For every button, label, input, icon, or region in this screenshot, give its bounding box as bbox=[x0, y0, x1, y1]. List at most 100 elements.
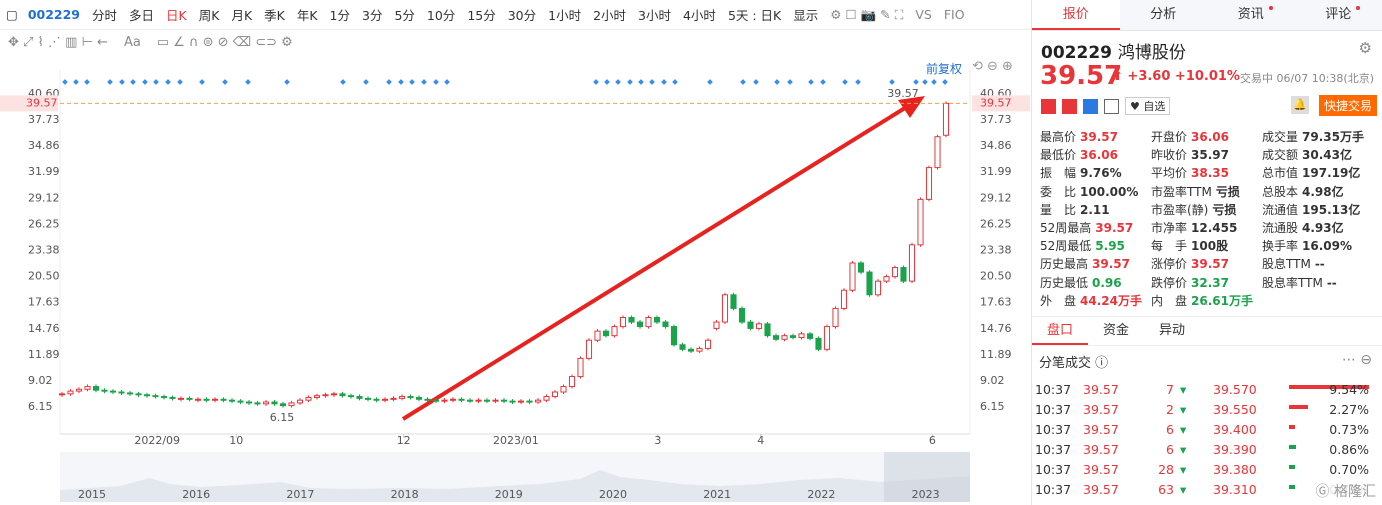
trade-cell: 39.400 bbox=[1213, 422, 1257, 437]
period-button[interactable]: 30分 bbox=[507, 8, 537, 23]
tool-icons[interactable]: ⚙ ☐ 📷 ✎ ⛶ bbox=[830, 6, 904, 22]
y-tick-label: 26.25 bbox=[28, 217, 60, 230]
y-tick-label-right: 37.73 bbox=[980, 113, 1012, 126]
candle-body bbox=[917, 198, 924, 246]
alert-icon[interactable]: 🔔 bbox=[1291, 96, 1309, 114]
candle-body bbox=[322, 394, 329, 397]
y-tick-label-right: 34.86 bbox=[980, 139, 1012, 152]
icon[interactable] bbox=[1104, 98, 1119, 114]
trade-bar bbox=[1289, 405, 1309, 409]
text-tool[interactable]: Aa bbox=[123, 34, 141, 50]
period-button[interactable]: 月K bbox=[231, 8, 253, 23]
event-marker bbox=[740, 79, 746, 85]
sub-tab[interactable]: 资金 bbox=[1102, 323, 1129, 338]
candle-body bbox=[271, 401, 278, 405]
candle-body bbox=[109, 390, 117, 393]
candle-body bbox=[509, 400, 516, 403]
icon[interactable] bbox=[1083, 98, 1098, 114]
icon[interactable] bbox=[1062, 98, 1077, 114]
y-tick-label-right: 9.02 bbox=[980, 374, 1005, 387]
f10-button[interactable]: FIO bbox=[943, 7, 965, 22]
stat-value: 26.61万手 bbox=[1191, 293, 1253, 308]
period-button[interactable]: 10分 bbox=[426, 8, 456, 23]
candle-body bbox=[67, 390, 74, 395]
candle-body bbox=[313, 395, 321, 398]
display-menu[interactable]: 显示 bbox=[793, 8, 819, 23]
stat-value: 4.98亿 bbox=[1302, 184, 1344, 199]
period-button[interactable]: 周K bbox=[198, 8, 220, 23]
vs-button[interactable]: VS bbox=[915, 7, 932, 22]
quick-trade[interactable]: 快捷交易 bbox=[1319, 95, 1378, 116]
y-tick-label: 11.89 bbox=[28, 348, 60, 361]
sub-tab[interactable]: 盘口 bbox=[1032, 317, 1088, 345]
navigator-window[interactable] bbox=[884, 452, 970, 502]
draw-icons-2[interactable]: ▭ ∠ ∩ ⊜ ⊘ ⌫ ⊂⊃ ⚙ bbox=[156, 34, 293, 50]
event-marker bbox=[615, 79, 621, 85]
candle-body bbox=[330, 393, 338, 396]
period-button[interactable]: 5分 bbox=[394, 8, 415, 23]
sub-tab[interactable]: 异动 bbox=[1158, 323, 1185, 338]
period-button[interactable]: 4小时 bbox=[682, 8, 716, 23]
zoom-controls[interactable]: ⟲ ⊖ ⊕ bbox=[972, 59, 1013, 74]
low-label: 6.15 bbox=[270, 411, 295, 424]
navigator-year: 2019 bbox=[495, 488, 523, 501]
period-button[interactable]: 1小时 bbox=[548, 8, 582, 23]
period-button[interactable]: 年K bbox=[296, 8, 318, 23]
candle-body bbox=[747, 321, 754, 329]
stat-value: 100股 bbox=[1191, 239, 1229, 254]
y-tick-label: 31.99 bbox=[28, 165, 60, 178]
candle-body bbox=[568, 376, 576, 388]
stat-label: 量 比 bbox=[1040, 202, 1077, 217]
period-button[interactable]: 3分 bbox=[362, 8, 383, 23]
settings-icon[interactable]: ⚙ bbox=[1358, 39, 1372, 57]
panel-tab[interactable]: 分析 bbox=[1150, 7, 1177, 22]
candle-body bbox=[305, 396, 312, 401]
icon[interactable] bbox=[1041, 98, 1056, 114]
candle-body bbox=[203, 398, 210, 401]
candle-body bbox=[101, 389, 108, 392]
period-button[interactable]: 日K bbox=[166, 8, 187, 23]
candle-body bbox=[84, 386, 91, 390]
last-price-label-right: 39.57 bbox=[980, 96, 1012, 109]
event-marker bbox=[774, 79, 780, 85]
adjust-mode[interactable]: 前复权 bbox=[926, 62, 963, 76]
period-button[interactable]: 分时 bbox=[92, 8, 118, 23]
multi-period[interactable]: 5天 : 日K bbox=[727, 8, 782, 23]
candle-body bbox=[254, 402, 261, 405]
candle-body bbox=[381, 398, 389, 401]
stat-label: 市盈率TTM bbox=[1151, 184, 1212, 199]
layout-icon[interactable]: ▢ bbox=[6, 7, 18, 22]
candle-body bbox=[424, 398, 431, 401]
y-tick-label-right: 17.63 bbox=[980, 296, 1012, 309]
stat-label: 总市值 bbox=[1262, 166, 1299, 181]
period-button[interactable]: 季K bbox=[264, 8, 285, 23]
period-button[interactable]: 1分 bbox=[329, 8, 350, 23]
navigator-year: 2020 bbox=[599, 488, 627, 501]
event-marker bbox=[409, 79, 415, 85]
candle-body bbox=[687, 348, 695, 352]
panel-tab[interactable]: 评论 bbox=[1295, 0, 1382, 30]
y-tick-label: 29.12 bbox=[28, 191, 60, 204]
watch-button[interactable]: ♥ 自选 bbox=[1125, 97, 1171, 115]
stat-label: 振 幅 bbox=[1040, 166, 1077, 181]
trades-icons[interactable]: ⋯ ⊖ bbox=[1341, 352, 1372, 368]
candle-body bbox=[611, 326, 618, 337]
event-marker bbox=[604, 79, 610, 85]
panel-tab[interactable]: 资讯 bbox=[1207, 0, 1295, 30]
period-button[interactable]: 15分 bbox=[467, 8, 496, 23]
stat-item: 换手率 16.09% bbox=[1262, 237, 1352, 254]
change: +3.60 bbox=[1127, 69, 1171, 84]
candle-body bbox=[560, 386, 567, 393]
period-button[interactable]: 3小时 bbox=[638, 8, 671, 23]
stat-value: 0.96 bbox=[1092, 275, 1122, 290]
draw-icons[interactable]: ✥ ⤢ ⌇ ⋰ ▥ ⊢ ← bbox=[8, 34, 108, 50]
collapse[interactable]: ⌃ bbox=[1200, 300, 1211, 314]
stat-label: 历史最高 bbox=[1040, 257, 1089, 272]
period-button[interactable]: 多日 bbox=[129, 8, 155, 23]
candle-body bbox=[551, 391, 559, 398]
stock-code[interactable]: 002229 bbox=[27, 7, 80, 22]
panel-tab[interactable]: 报价 bbox=[1032, 0, 1120, 30]
period-button[interactable]: 2小时 bbox=[593, 8, 627, 23]
stat-label: 外 盘 bbox=[1040, 293, 1077, 308]
candle-body bbox=[840, 289, 848, 309]
